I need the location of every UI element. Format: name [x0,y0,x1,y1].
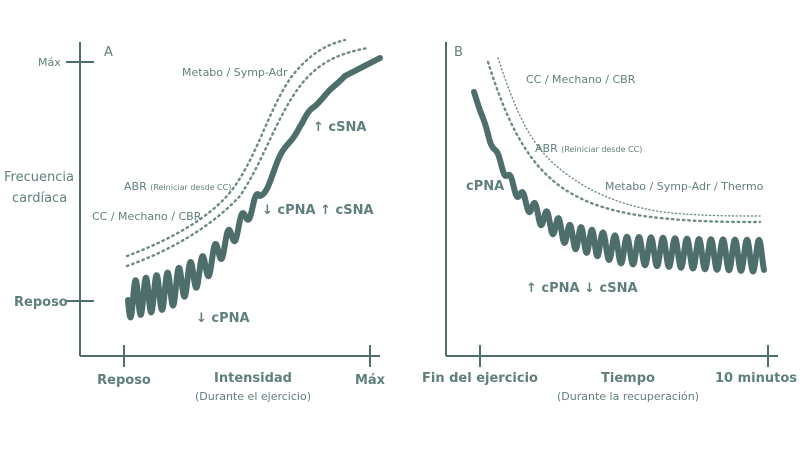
panel-a-label-abr: ABR (Reiniciar desde CC) [124,180,231,193]
panel-b-x-tick-start-label: Fin del ejercicio [422,371,538,386]
panel-a-y-tick-rest-label: Reposo [14,295,68,310]
panel-a-x-axis-sublabel: (Durante el ejercicio) [195,390,311,403]
panel-b: B CC / Mechano / CBR ABR (Reiniciar desd… [422,42,797,403]
panel-a-heart-rate-curve [125,55,383,321]
panel-b-x-axis-label: Tiempo [601,371,655,386]
panel-b-x-axis-sublabel: (Durante la recuperación) [557,390,699,403]
panel-a-dotted-line-outer [125,38,347,258]
panel-a-y-axis-label-line1: Frecuencia [4,170,74,185]
panel-a-label-cc: CC / Mechano / CBR [92,210,202,223]
panel-b-label-abr: ABR (Reiniciar desde CC) [535,142,642,155]
panel-b-label-cpna-csna: ↑ cPNA ↓ cSNA [526,281,638,296]
panel-a: A Máx Frecuencia cardíaca Reposo Reposo … [4,38,386,403]
panel-b-dotted-line-inner [497,57,761,217]
panel-b-x-tick-end-label: 10 minutos [715,371,797,386]
panel-a-letter: A [104,45,113,60]
panel-b-dotted-line-outer [486,60,762,224]
panel-a-y-axis-label-line2: cardíaca [12,191,67,206]
panel-a-x-tick-rest-label: Reposo [97,373,151,388]
panel-b-heart-rate-curve [471,89,767,275]
panel-a-y-tick-max-label: Máx [38,56,61,69]
panel-a-label-metabo: Metabo / Symp-Adr [182,66,288,79]
panel-a-label-up-csna: ↑ cSNA [313,120,366,135]
panel-b-label-cpna: cPNA [466,179,504,194]
panel-a-label-down-cpna: ↓ cPNA [196,311,250,326]
panel-a-label-cpna-csna: ↓ cPNA ↑ cSNA [262,203,374,218]
panel-a-x-axis-label: Intensidad [214,371,292,386]
panel-b-label-cc: CC / Mechano / CBR [526,73,636,86]
panel-a-dotted-line-inner [125,46,370,268]
panel-b-letter: B [454,45,463,60]
panel-a-x-tick-max-label: Máx [355,373,386,388]
panel-b-label-metabo: Metabo / Symp-Adr / Thermo [605,180,764,193]
